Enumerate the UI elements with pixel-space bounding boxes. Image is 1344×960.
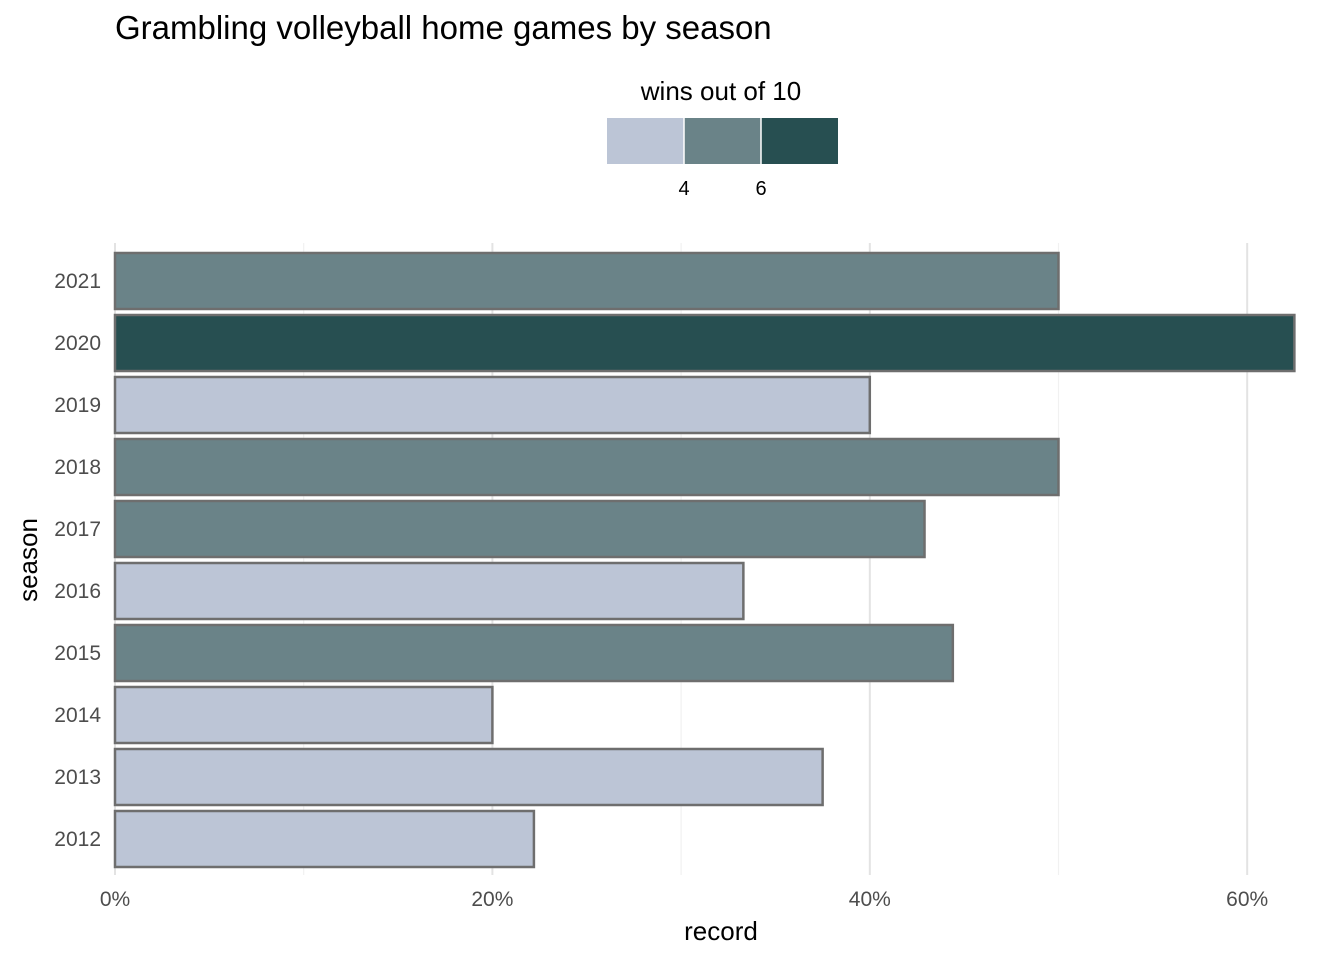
legend-tick-label: 4 bbox=[678, 178, 689, 200]
x-tick-label: 0% bbox=[100, 888, 130, 911]
x-axis-title: record bbox=[684, 916, 758, 946]
bar-2015 bbox=[113, 623, 955, 683]
y-axis-title: season bbox=[13, 518, 43, 602]
bar-2012 bbox=[113, 809, 536, 869]
bar-2013 bbox=[113, 747, 824, 807]
legend-tick-label: 6 bbox=[755, 178, 766, 200]
y-tick-label-2020: 2020 bbox=[54, 332, 101, 355]
y-tick-label-2021: 2021 bbox=[54, 270, 101, 293]
x-tick-label: 20% bbox=[471, 888, 513, 911]
chart-title: Grambling volleyball home games by seaso… bbox=[115, 9, 772, 46]
legend-colorbar bbox=[607, 118, 838, 164]
y-tick-label-2014: 2014 bbox=[54, 704, 101, 727]
y-tick-label-2016: 2016 bbox=[54, 580, 101, 603]
x-axis-tick-labels: 0% 20% 40% 60% bbox=[100, 888, 1268, 911]
bar-2020 bbox=[113, 313, 1296, 373]
legend-swatch-1 bbox=[607, 118, 684, 164]
y-tick-label-2019: 2019 bbox=[54, 394, 101, 417]
bar-2017 bbox=[113, 499, 926, 559]
y-tick-label-2012: 2012 bbox=[54, 828, 101, 851]
legend-title: wins out of 10 bbox=[640, 76, 801, 106]
y-tick-label-2013: 2013 bbox=[54, 766, 101, 789]
y-axis-tick-labels: 2021 2020 2019 2018 2017 2016 2015 2014 2013 2012 bbox=[54, 270, 101, 851]
bar-2021 bbox=[113, 251, 1060, 311]
y-tick-label-2018: 2018 bbox=[54, 456, 101, 479]
bars bbox=[113, 251, 1296, 869]
x-tick-label: 60% bbox=[1226, 888, 1268, 911]
x-tick-label: 40% bbox=[849, 888, 891, 911]
bar-2018 bbox=[113, 437, 1060, 497]
bar-2014 bbox=[113, 685, 494, 745]
bar-2016 bbox=[113, 561, 745, 621]
legend-swatch-2 bbox=[684, 118, 761, 164]
y-tick-label-2015: 2015 bbox=[54, 642, 101, 665]
y-tick-label-2017: 2017 bbox=[54, 518, 101, 541]
bar-2019 bbox=[113, 375, 872, 435]
legend-swatch-3 bbox=[761, 118, 838, 164]
